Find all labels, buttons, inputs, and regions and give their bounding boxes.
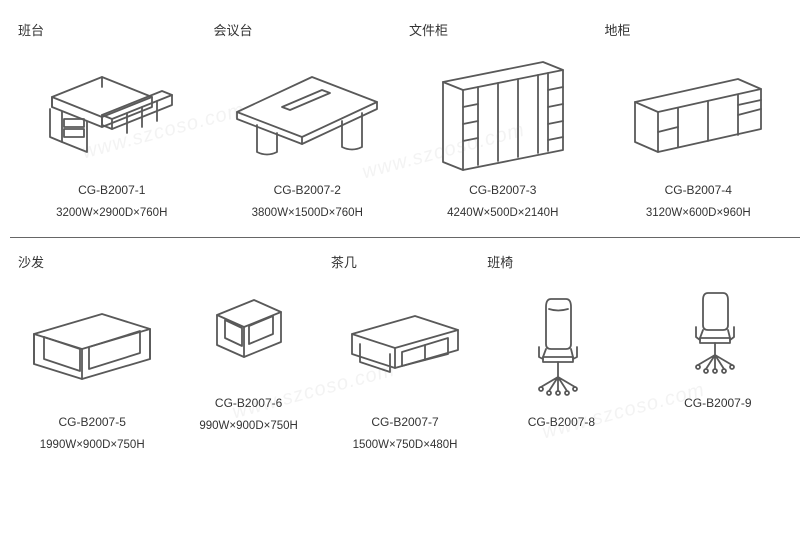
low-cabinet-icon xyxy=(601,47,797,177)
item-code: CG-B2007-8 xyxy=(483,415,639,429)
item-title: 文件柜 xyxy=(405,20,448,39)
item-title: 班台 xyxy=(14,20,44,39)
catalog-item-cabinet: 文件柜 CG-B2007-3 4240W×500 xyxy=(405,20,601,219)
catalog-item-coffee-table: 茶几 CG-B2007-7 1500W×750D×480H xyxy=(327,252,483,451)
item-code: CG-B2007-2 xyxy=(210,183,406,197)
section-divider xyxy=(10,237,800,238)
item-code: CG-B2007-5 xyxy=(14,415,170,429)
item-title: 班椅 xyxy=(483,252,513,271)
item-title: 会议台 xyxy=(210,20,253,39)
catalog-row-2: 沙发 CG-B2007-5 1990W×900D×750H xyxy=(10,252,800,451)
catalog-item-conference: 会议台 CG-B2007-2 3800W×1500D×760H xyxy=(210,20,406,219)
item-code: CG-B2007-7 xyxy=(327,415,483,429)
catalog-item-chair-high: 班椅 CG-B2007-8 xyxy=(483,252,639,451)
desk-l-icon xyxy=(14,47,210,177)
chair-high-icon xyxy=(483,279,639,409)
item-code: CG-B2007-4 xyxy=(601,183,797,197)
item-dims: 3800W×1500D×760H xyxy=(210,207,406,219)
catalog-item-desk: 班台 CG-B2007-1 3200W×2900 xyxy=(14,20,210,219)
item-dims: 4240W×500D×2140H xyxy=(405,207,601,219)
item-dims: 1990W×900D×750H xyxy=(14,439,170,451)
item-title: 沙发 xyxy=(14,252,44,271)
catalog-item-chair-mid: CG-B2007-9 xyxy=(640,252,796,451)
chair-mid-icon xyxy=(640,260,796,390)
item-code: CG-B2007-6 xyxy=(170,396,326,410)
sofa-1-icon xyxy=(170,260,326,390)
file-cabinet-icon xyxy=(405,47,601,177)
coffee-table-icon xyxy=(327,279,483,409)
conference-table-icon xyxy=(210,47,406,177)
item-title: 茶几 xyxy=(327,252,357,271)
item-dims: 1500W×750D×480H xyxy=(327,439,483,451)
catalog-item-sofa1: CG-B2007-6 990W×900D×750H xyxy=(170,252,326,451)
item-title: 地柜 xyxy=(601,20,631,39)
catalog-item-low-cabinet: 地柜 CG-B2007-4 3120W×600D×960H xyxy=(601,20,797,219)
item-dims: 3120W×600D×960H xyxy=(601,207,797,219)
item-dims: 990W×900D×750H xyxy=(170,420,326,432)
sofa-3-icon xyxy=(14,279,170,409)
item-code: CG-B2007-3 xyxy=(405,183,601,197)
item-code: CG-B2007-1 xyxy=(14,183,210,197)
catalog-row-1: 班台 CG-B2007-1 3200W×2900 xyxy=(10,20,800,219)
catalog-item-sofa3: 沙发 CG-B2007-5 1990W×900D×750H xyxy=(14,252,170,451)
item-code: CG-B2007-9 xyxy=(640,396,796,410)
item-dims: 3200W×2900D×760H xyxy=(14,207,210,219)
